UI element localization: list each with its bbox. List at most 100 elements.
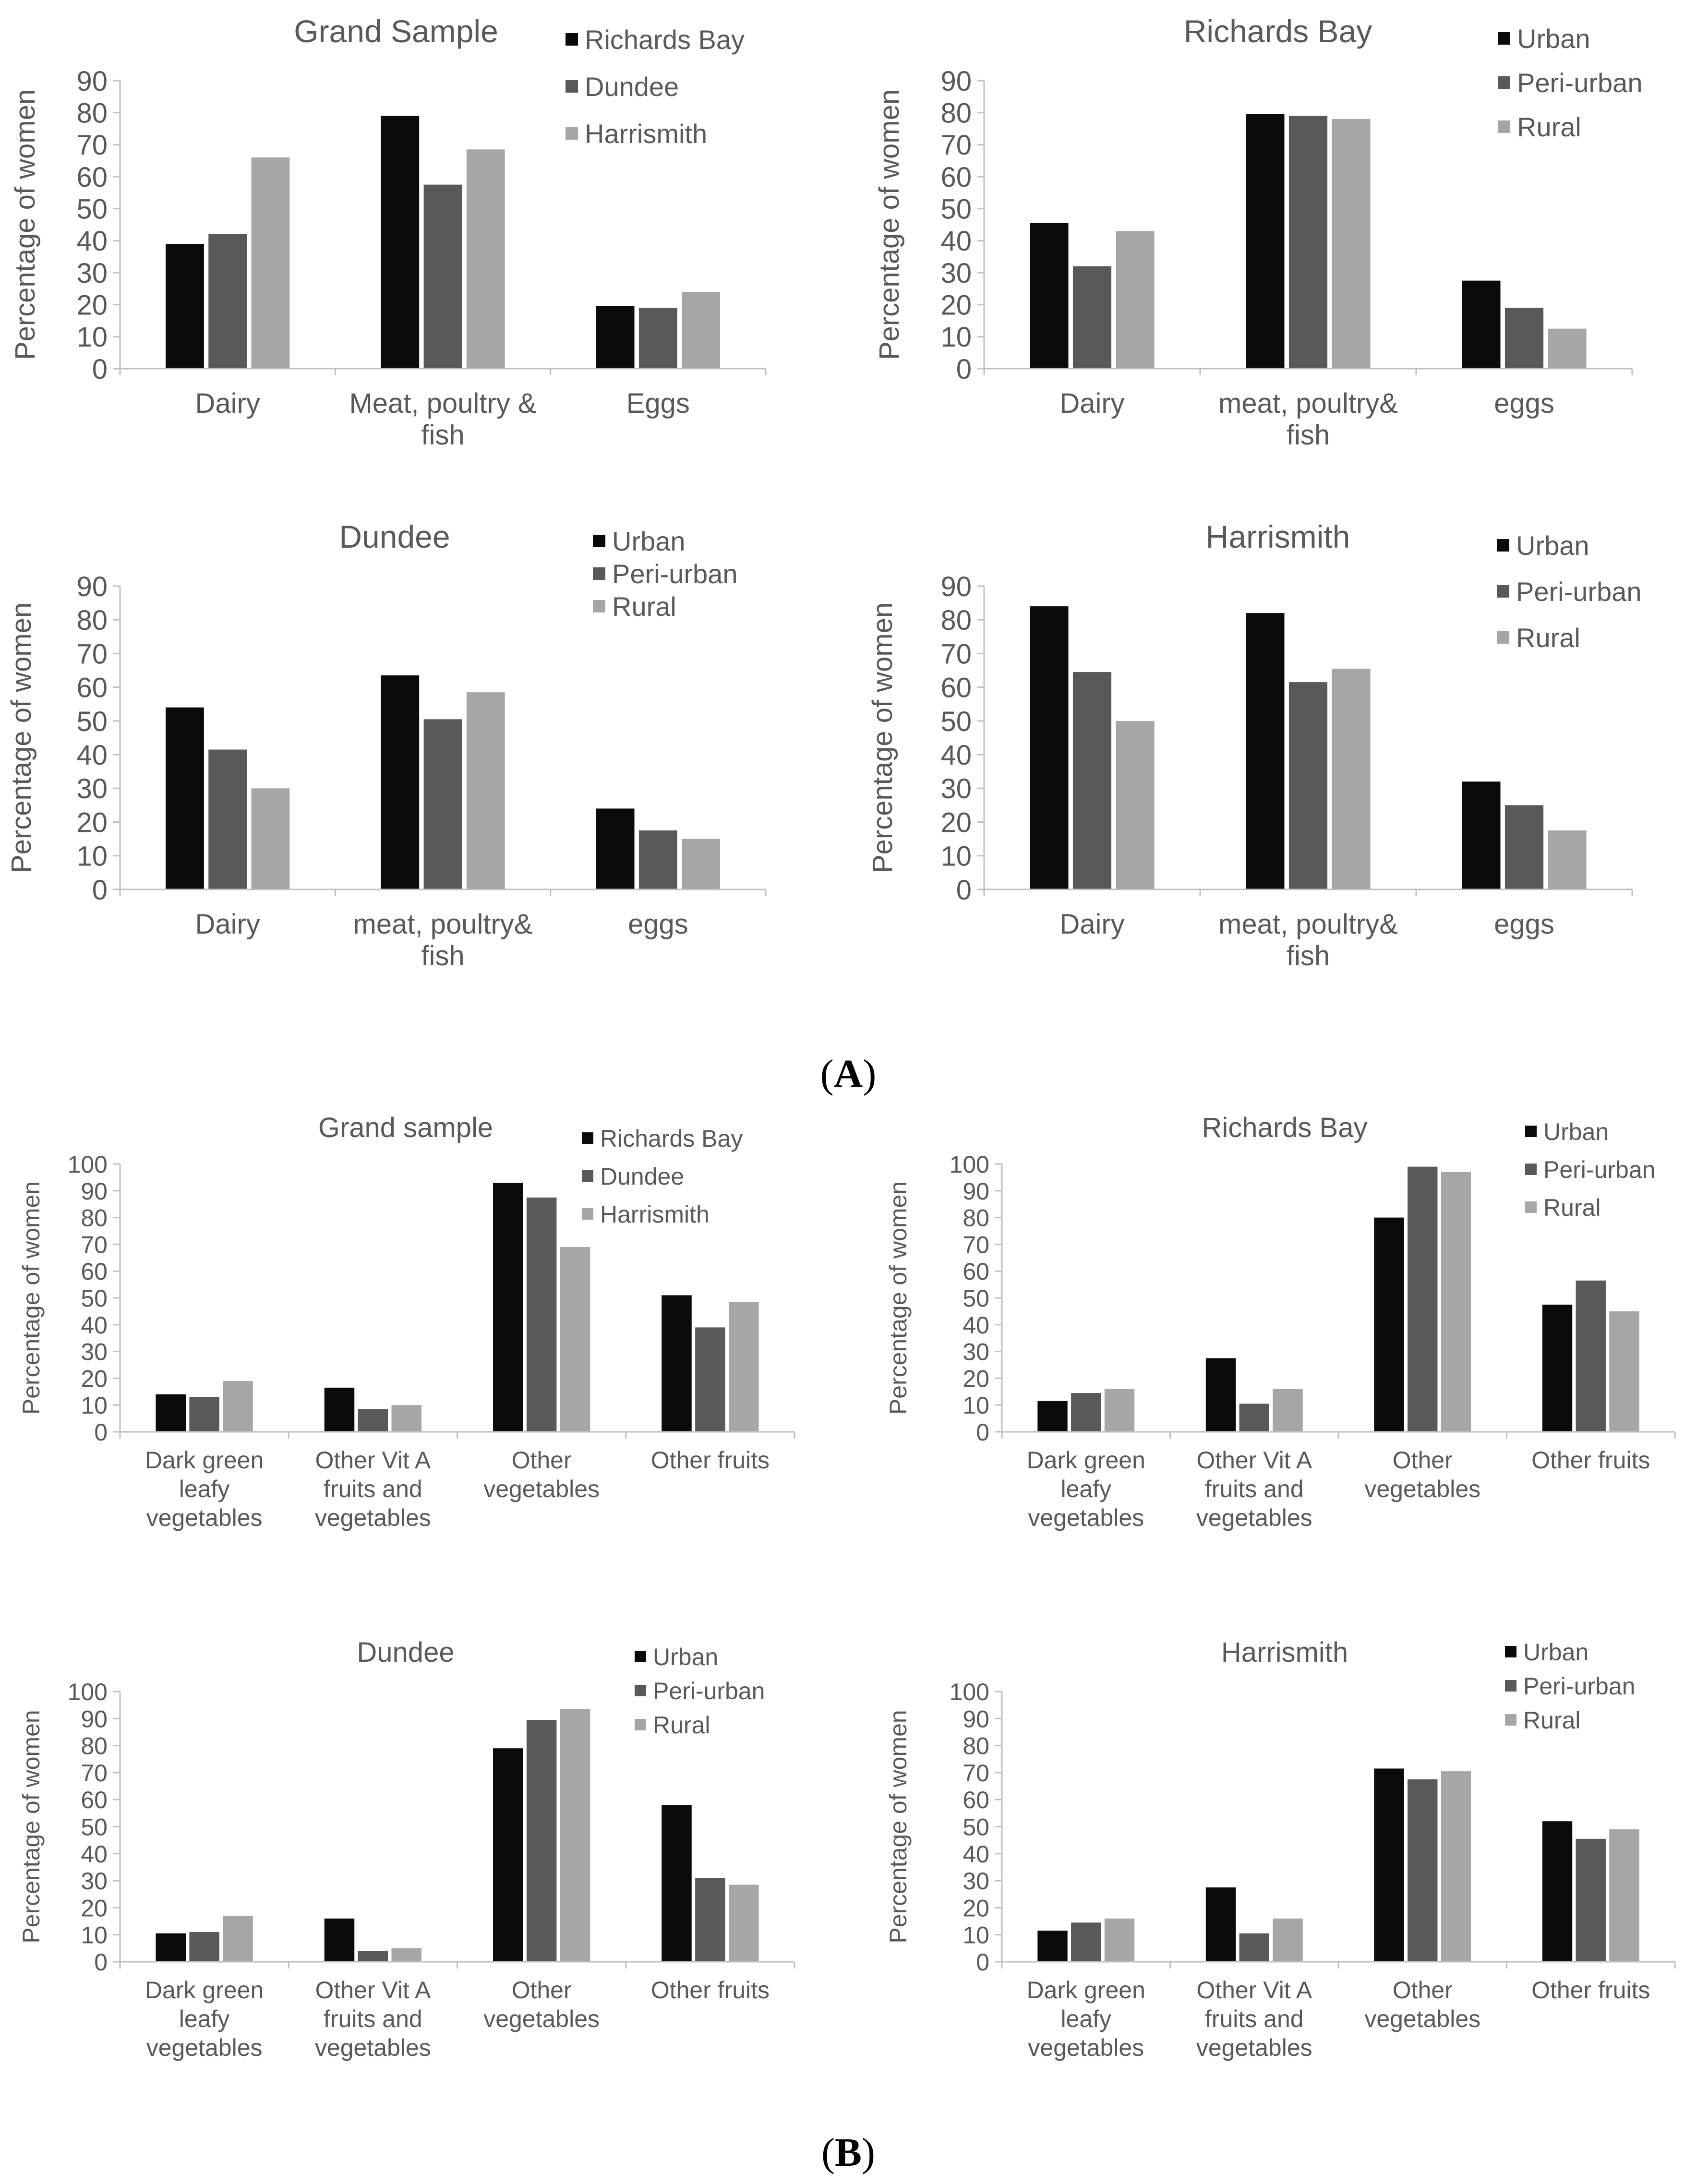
x-category-label: Dark green leafy vegetables [145, 1447, 264, 1531]
bar-richards-bay [662, 1295, 692, 1432]
bar-urban [156, 1933, 186, 1962]
x-category-label-line: Dark green [1027, 1977, 1145, 2004]
x-category-label-line: Other Vit A [1196, 1447, 1312, 1474]
bar-rural [1332, 669, 1371, 889]
y-tick-label: 40 [963, 1312, 989, 1339]
bar-urban [1030, 223, 1069, 369]
y-tick-label: 30 [963, 1339, 989, 1366]
x-category-label: Dark green leafy vegetables [145, 1977, 264, 2061]
bar-urban [1462, 781, 1501, 889]
x-category-label-line: Dark green [145, 1977, 264, 2004]
x-category-label-line: fruits and [1205, 1476, 1304, 1502]
y-tick-label: 10 [940, 322, 972, 353]
x-category-label: Eggs [626, 388, 690, 419]
y-axis-label: Percentage of women [885, 1181, 912, 1415]
y-tick-label: 0 [94, 1419, 108, 1446]
y-tick-label: 0 [956, 875, 972, 906]
legend-swatch [582, 1132, 593, 1144]
y-tick-label: 70 [963, 1231, 989, 1258]
bar-rural [682, 839, 720, 889]
y-tick-label: 30 [76, 773, 108, 804]
x-category-label: Dairy [195, 909, 260, 940]
bar-urban [1030, 606, 1069, 889]
bar-harrismith [466, 149, 505, 369]
x-category-label-line: Other Vit A [1196, 1977, 1312, 2004]
y-tick-label: 90 [76, 66, 108, 97]
y-tick-label: 70 [76, 130, 108, 161]
chart-2: Richards Bay Percentage of women 010203040… [874, 13, 1642, 451]
y-tick-label: 60 [963, 1258, 989, 1285]
legend-swatch [635, 1651, 646, 1662]
x-category-label-line: vegetables [1196, 2034, 1312, 2061]
x-category-label-line: vegetables [1364, 2005, 1480, 2032]
legend-swatch [593, 600, 605, 612]
y-tick-label: 60 [81, 1787, 108, 1813]
bar-rural [1104, 1389, 1135, 1432]
x-category-label-line: vegetables [146, 1504, 263, 1531]
legend-label: Urban [1523, 1639, 1589, 1666]
legend-swatch [1525, 1164, 1537, 1175]
bar-rural [1273, 1389, 1303, 1432]
x-category-label-line: Other [1393, 1447, 1453, 1474]
x-category-label-line: vegetables [315, 1504, 431, 1531]
y-tick-label: 60 [940, 672, 972, 704]
y-tick-label: 70 [963, 1760, 989, 1787]
y-tick-label: 50 [963, 1814, 989, 1841]
legend-label: Urban [612, 526, 686, 556]
y-tick-label: 20 [81, 1365, 108, 1392]
bar-peri-urban [1288, 116, 1328, 369]
x-category-label-line: Other [512, 1447, 572, 1474]
bar-dundee [526, 1197, 557, 1432]
panel-label-b: (B) [821, 2130, 875, 2175]
y-tick-label: 0 [92, 875, 108, 906]
bar-peri-urban [1071, 1922, 1101, 1962]
bar-dundee [189, 1397, 219, 1432]
bar-rural [1273, 1918, 1303, 1962]
y-tick-label: 80 [963, 1205, 989, 1232]
x-category-label-line: Dairy [195, 388, 260, 419]
y-tick-label: 20 [76, 290, 108, 321]
bar-harrismith [560, 1247, 590, 1432]
x-category-label-line: Other fruits [651, 1977, 770, 2004]
x-category-label: Other fruits [651, 1447, 770, 1474]
bar-rural [560, 1709, 590, 1962]
bar-peri-urban [1239, 1933, 1269, 1962]
y-tick-label: 90 [81, 1178, 108, 1205]
y-tick-label: 20 [963, 1895, 989, 1921]
legend-swatch [1505, 1714, 1516, 1726]
bar-rural [1609, 1311, 1639, 1432]
bar-peri-urban [526, 1720, 557, 1962]
x-category-label-line: meat, poultry& [353, 909, 533, 940]
y-tick-label: 50 [963, 1285, 989, 1312]
legend-swatch [566, 33, 578, 46]
bar-harrismith [223, 1380, 253, 1432]
y-tick-label: 10 [81, 1922, 108, 1949]
bar-peri-urban [1408, 1779, 1438, 1962]
y-tick-label: 40 [81, 1312, 108, 1339]
bar-peri-urban [1288, 682, 1328, 889]
legend-swatch [635, 1685, 646, 1696]
y-tick-label: 10 [963, 1392, 989, 1419]
bar-peri-urban [1072, 672, 1112, 889]
legend-swatch [1497, 631, 1509, 644]
legend-swatch [582, 1170, 593, 1182]
bar-rural [1441, 1771, 1471, 1962]
legend-label: Peri-urban [1517, 68, 1642, 98]
x-category-label: Dairy [1059, 388, 1124, 419]
bar-urban [166, 707, 204, 889]
panel-label-a: (A) [820, 1052, 877, 1096]
y-tick-label: 10 [81, 1392, 108, 1419]
x-category-label: Other vegetables [483, 1977, 600, 2032]
y-tick-label: 60 [940, 162, 972, 193]
y-tick-label: 20 [963, 1365, 989, 1392]
y-tick-label: 90 [963, 1705, 989, 1732]
bar-peri-urban [189, 1932, 219, 1962]
bar-harrismith [729, 1302, 759, 1432]
y-tick-label: 80 [76, 98, 108, 129]
bar-richards-bay [596, 306, 635, 369]
y-axis-label: Percentage of women [10, 89, 41, 360]
legend-swatch [1497, 539, 1509, 552]
